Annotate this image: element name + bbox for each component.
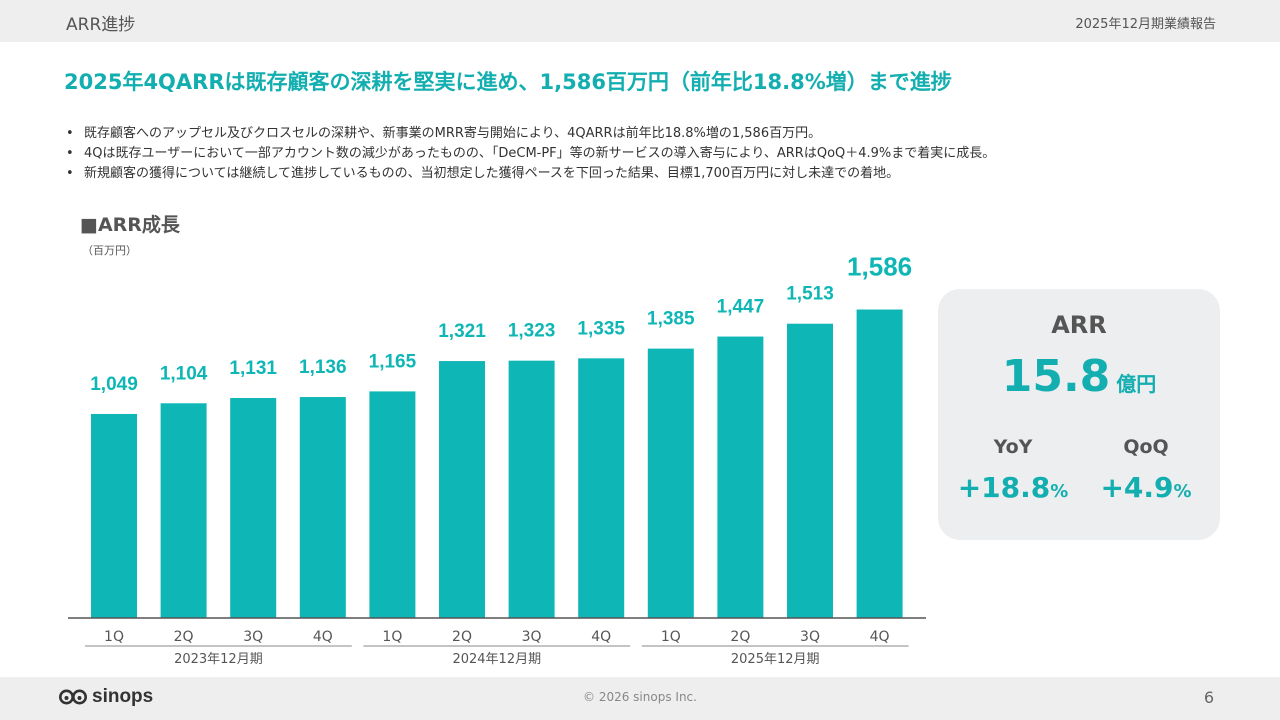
data-label: 1,385: [647, 309, 695, 330]
data-label: 1,447: [717, 297, 765, 318]
bar: [160, 403, 207, 618]
bullet-item: 既存顧客へのアップセル及びクロスセルの深耕や、新事業のMRR寄与開始により、4Q…: [64, 124, 995, 144]
x-tick-label: 1Q: [661, 629, 681, 645]
bar: [787, 323, 833, 618]
x-tick-label: 1Q: [382, 629, 402, 645]
x-group-label: 2024年12月期: [452, 652, 541, 667]
yoy-number: +18.8: [957, 471, 1051, 504]
bullet-list: 既存顧客へのアップセル及びクロスセルの深耕や、新事業のMRR寄与開始により、4Q…: [64, 124, 995, 184]
yoy-label: YoY: [993, 436, 1033, 458]
sinops-logo: sinops: [58, 686, 153, 708]
x-tick-label: 4Q: [591, 629, 611, 645]
x-tick-label: 4Q: [313, 629, 333, 645]
bar: [299, 397, 346, 618]
data-label: 1,335: [577, 318, 625, 339]
qoq-label: QoQ: [1123, 436, 1169, 458]
bar: [230, 398, 277, 618]
x-tick-label: 3Q: [243, 629, 263, 645]
bar: [856, 309, 903, 618]
bullet-item: 新規顧客の獲得については継続して進捗しているものの、当初想定した獲得ペースを下回…: [64, 164, 995, 184]
bar: [647, 348, 694, 618]
x-tick-label: 2Q: [452, 629, 472, 645]
footer-bar: [0, 677, 1280, 720]
data-label: 1,586: [847, 252, 912, 282]
data-label: 1,049: [90, 374, 138, 395]
data-label: 1,131: [229, 358, 277, 379]
copyright: © 2026 sinops Inc.: [583, 690, 697, 704]
page-title: 2025年4QARRは既存顧客の深耕を堅実に進め、1,586百万円（前年比18.…: [64, 70, 952, 94]
data-label: 1,104: [160, 363, 208, 384]
data-label: 1,513: [786, 284, 834, 305]
x-tick-label: 2Q: [174, 629, 194, 645]
bar: [717, 336, 764, 618]
bar: [369, 391, 416, 618]
x-group-label: 2025年12月期: [731, 652, 820, 667]
chart-unit: （百万円）: [82, 244, 137, 257]
qoq-unit: %: [1173, 481, 1192, 502]
x-tick-label: 3Q: [800, 629, 820, 645]
data-label: 1,323: [508, 321, 556, 342]
kpi-label: ARR: [1051, 311, 1107, 339]
x-tick-label: 3Q: [522, 629, 542, 645]
qoq-number: +4.9: [1100, 471, 1174, 504]
bar: [91, 413, 137, 618]
data-label: 1,321: [438, 321, 486, 342]
x-group-label: 2023年12月期: [174, 652, 263, 667]
x-tick-label: 4Q: [870, 629, 890, 645]
bar: [439, 361, 485, 618]
infinity-logo-icon: [59, 689, 87, 705]
qoq-value: +4.9%: [1076, 471, 1216, 504]
section-label: ARR進捗: [66, 15, 136, 35]
kpi-unit: 億円: [1116, 372, 1157, 396]
bar: [508, 360, 555, 618]
data-label: 1,136: [299, 357, 347, 378]
chart-title: ■ARR成長: [80, 214, 180, 236]
yoy-unit: %: [1050, 481, 1069, 502]
bullet-item: 4Qは既存ユーザーにおいて一部アカウント数の減少があったものの、「DeCM-PF…: [64, 144, 995, 164]
x-tick-label: 1Q: [104, 629, 124, 645]
top-bar: [0, 0, 1280, 42]
report-label: 2025年12月期業績報告: [1075, 17, 1216, 32]
kpi-card: ARR 15.8 億円 YoY QoQ +18.8% +4.9%: [938, 289, 1220, 540]
kpi-value: 15.8: [1001, 351, 1111, 402]
x-tick-label: 2Q: [730, 629, 750, 645]
page-number: 6: [1203, 688, 1214, 707]
logo-text: sinops: [92, 686, 154, 707]
data-label: 1,165: [369, 351, 417, 372]
yoy-value: +18.8%: [943, 471, 1083, 504]
kpi-main-value: 15.8 億円: [938, 351, 1220, 402]
bar: [578, 358, 625, 618]
